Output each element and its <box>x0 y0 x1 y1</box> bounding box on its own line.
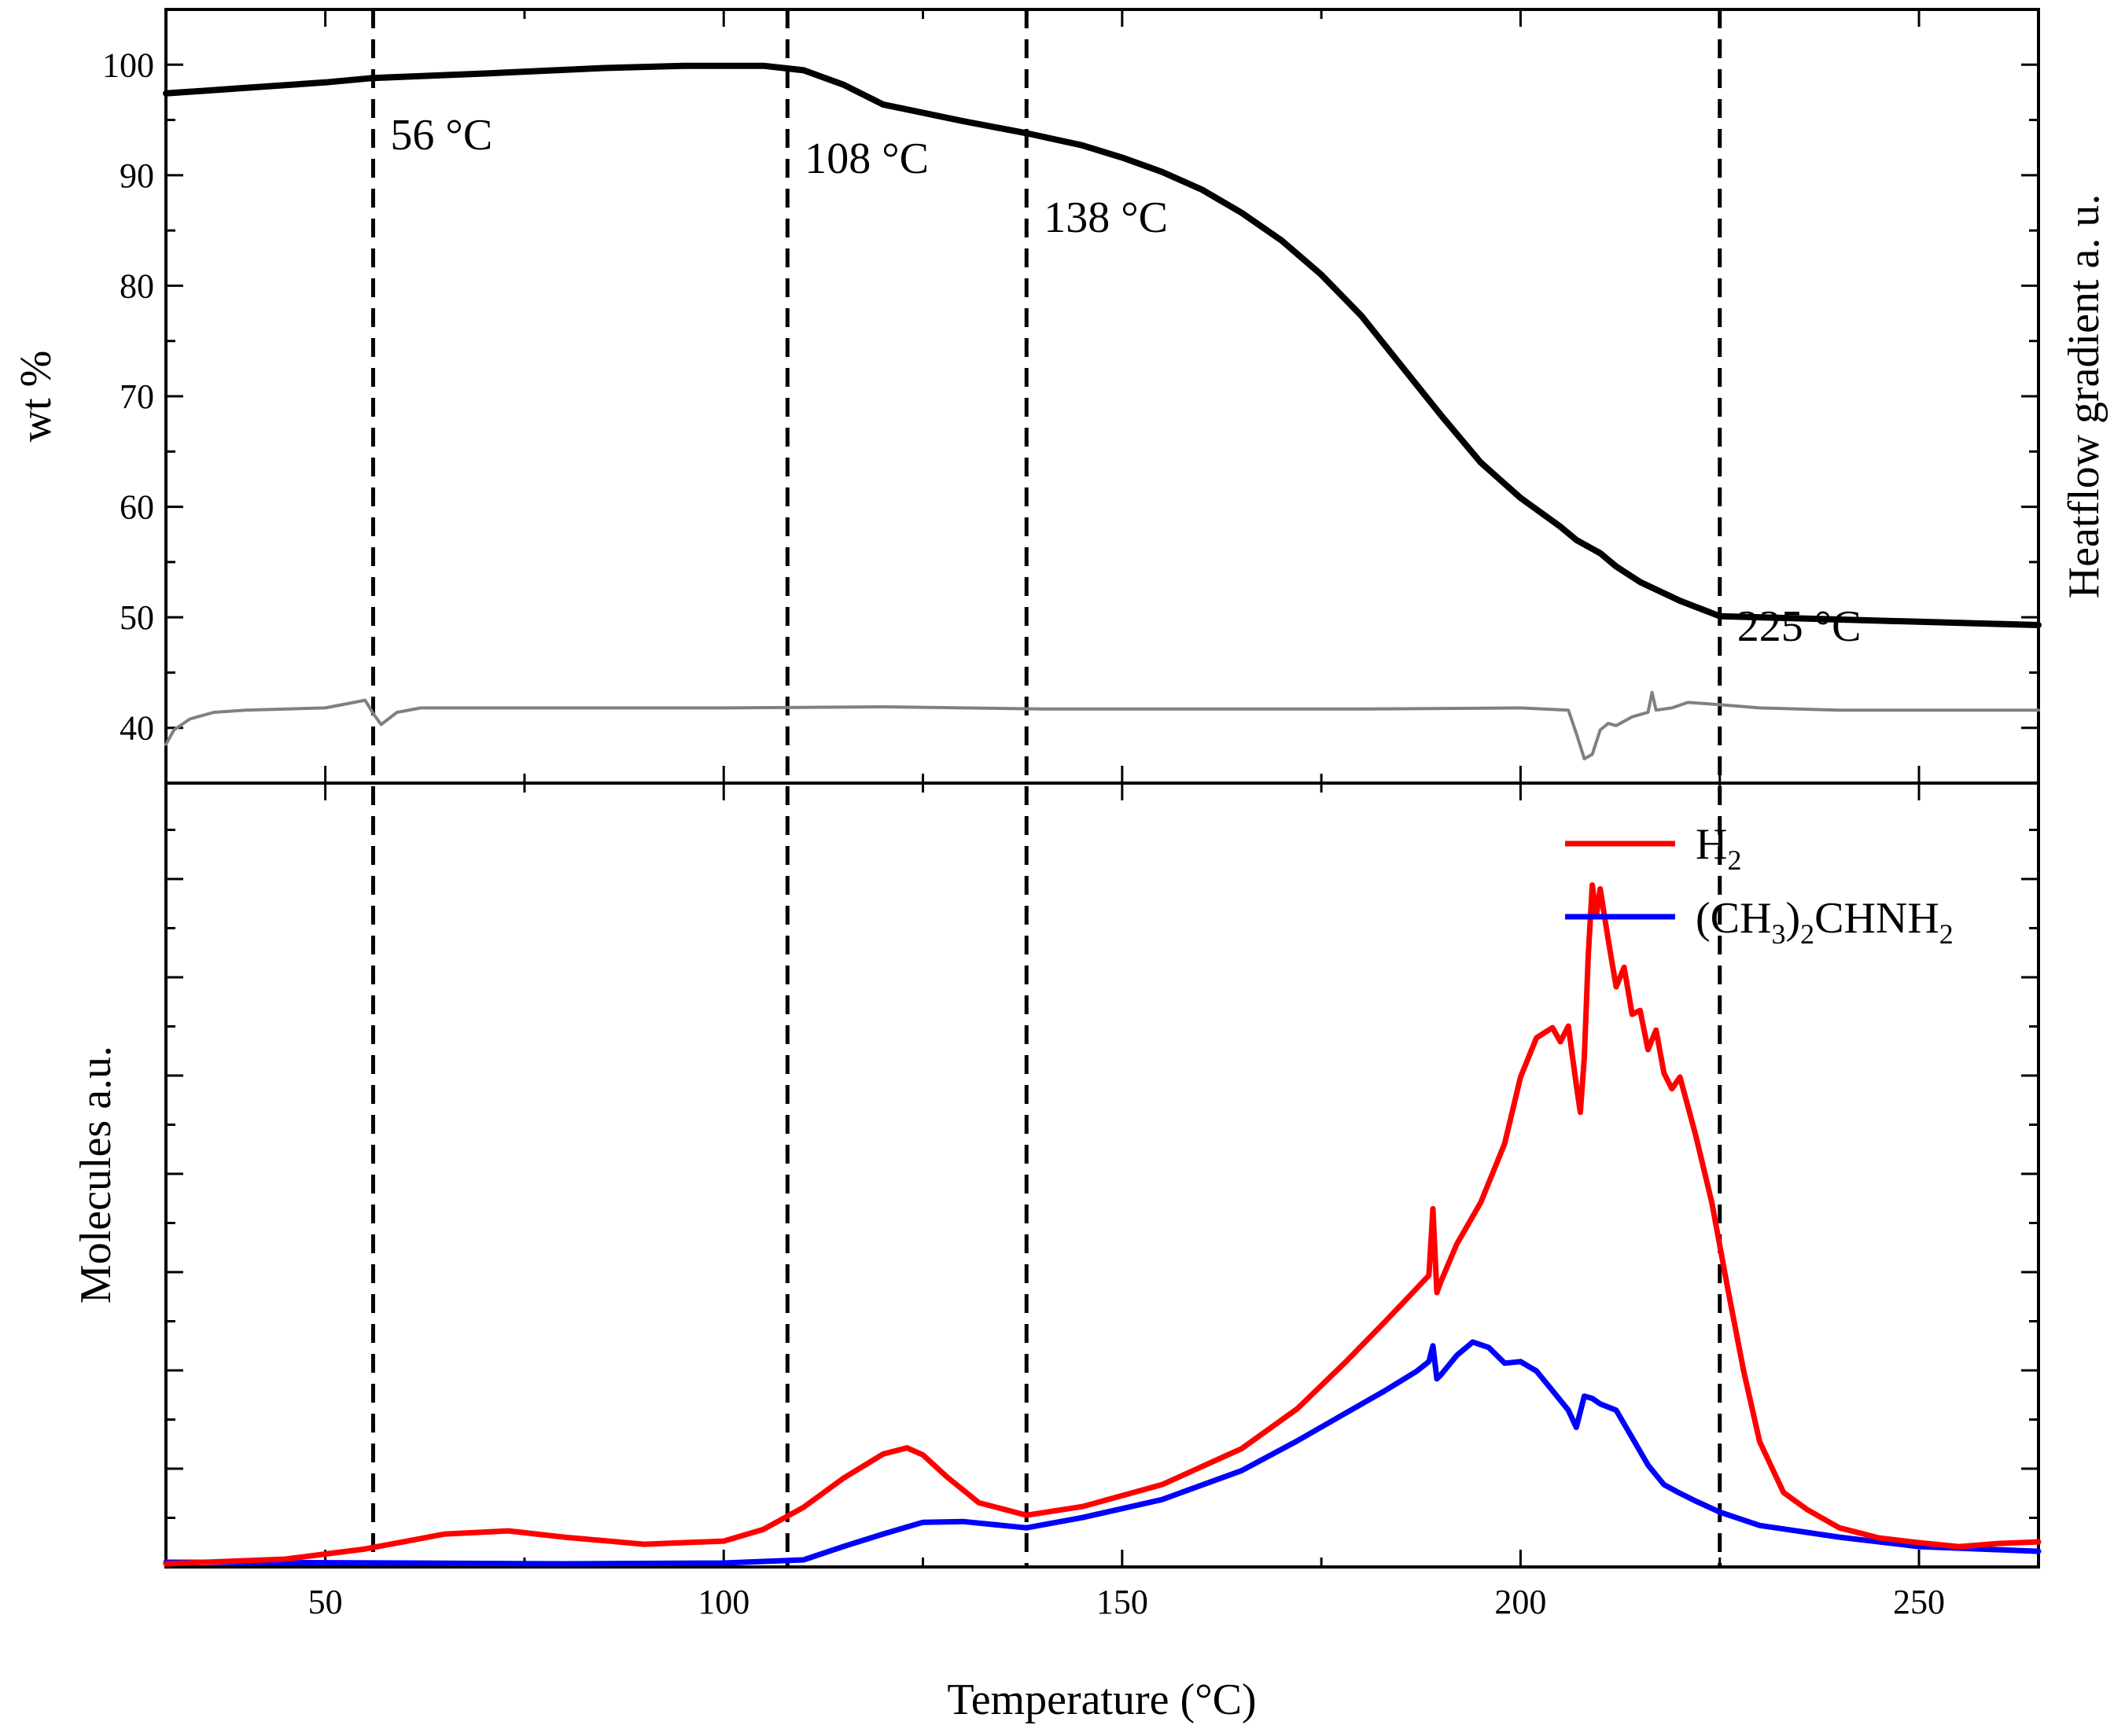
vertical-markers: 56 °C 108 °C 138 °C 225 °C <box>370 9 1862 1567</box>
x-tick-label: 250 <box>1893 1583 1945 1621</box>
top-y2-axis-title: Heatflow gradient a. u. <box>2060 194 2108 599</box>
top-y-tick-label: 40 <box>120 709 154 748</box>
series-lines <box>163 62 2042 1567</box>
vline-label-108: 108 °C <box>805 134 929 183</box>
x-axis-title: Temperature (°C) <box>947 1675 1256 1724</box>
x-tick-label: 200 <box>1494 1583 1546 1621</box>
top-y-tick-label: 70 <box>120 377 154 416</box>
wt-percent-line <box>163 62 2042 628</box>
vline-label-225: 225 °C <box>1737 602 1862 651</box>
top-y-tick-label: 90 <box>120 156 154 195</box>
tick-labels: 50 100 150 200 250 40 50 60 70 80 90 100 <box>102 46 1945 1621</box>
h2-line <box>163 882 2042 1567</box>
isopropylamine-line <box>163 1339 2042 1567</box>
x-tick-label: 50 <box>308 1583 343 1621</box>
top-y-tick-label: 60 <box>120 488 154 527</box>
vline-label-138: 138 °C <box>1044 193 1168 242</box>
top-y-tick-label: 50 <box>120 598 154 637</box>
top-y-tick-label: 100 <box>102 46 154 84</box>
legend: H2 (CH3)2CHNH2 <box>1565 820 1954 950</box>
vline-label-56: 56 °C <box>390 111 492 160</box>
axis-ticks <box>166 8 2038 1567</box>
x-tick-label: 100 <box>698 1583 749 1621</box>
legend-isopropylamine-label: (CH3)2CHNH2 <box>1696 894 1954 950</box>
bottom-y-axis-title: Molecules a.u. <box>72 1046 120 1304</box>
legend-h2-label: H2 <box>1696 820 1741 876</box>
top-y-tick-label: 80 <box>120 267 154 305</box>
x-tick-label: 150 <box>1096 1583 1148 1621</box>
top-y-axis-title: wt % <box>12 351 61 443</box>
heatflow-line <box>164 690 2040 761</box>
